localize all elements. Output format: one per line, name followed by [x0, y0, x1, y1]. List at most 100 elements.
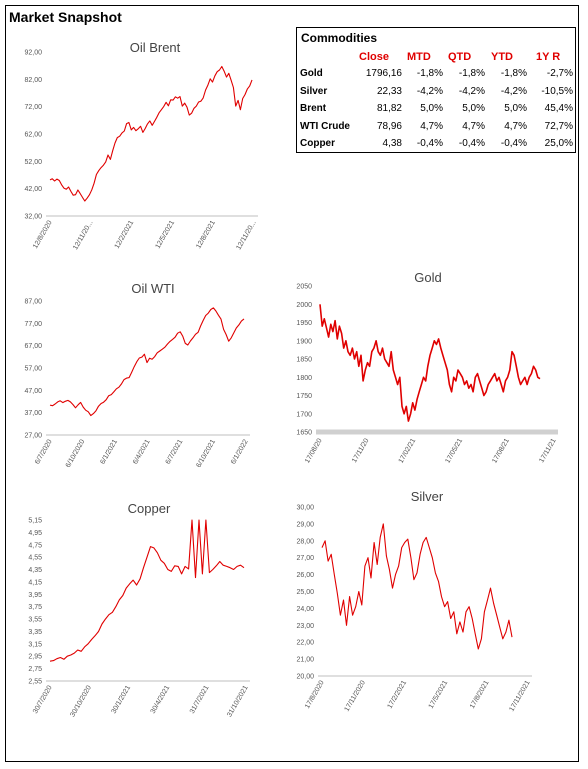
table-title: Commodities — [301, 31, 378, 45]
x-tick-label: 6/4/2021 — [132, 438, 152, 465]
y-tick-label: 3,75 — [28, 604, 42, 611]
y-tick-label: 1850 — [296, 357, 312, 364]
x-tick-label: 17/11/2020 — [344, 679, 367, 712]
y-tick-label: 2,55 — [28, 679, 42, 686]
y-tick-label: 4,95 — [28, 530, 42, 537]
y-tick-label: 2,75 — [28, 666, 42, 673]
table-cell: -1,8% — [500, 68, 527, 79]
header-ytd: YTD — [491, 51, 513, 63]
y-tick-label: 82,00 — [24, 77, 42, 84]
table-cell: 22,33 — [376, 85, 402, 97]
x-tick-label: 31/7/2021 — [189, 684, 211, 715]
table-cell: -0,4% — [500, 138, 527, 149]
y-tick-label: 27,00 — [296, 555, 314, 562]
y-tick-label: 4,55 — [28, 555, 42, 562]
x-tick-label: 30/7/2020 — [32, 684, 54, 715]
table-cell: -4,2% — [416, 85, 443, 97]
table-row-name: WTI Crude — [300, 120, 350, 132]
series-line-gold — [319, 304, 541, 422]
chart-title: Silver — [411, 489, 444, 504]
y-tick-label: 3,95 — [28, 592, 42, 599]
y-tick-label: 26,00 — [296, 572, 314, 579]
x-tick-label: 12/2/2021 — [114, 219, 136, 250]
x-tick-label: 6/7/2020 — [34, 438, 54, 465]
x-tick-label: 12/11/20... — [235, 219, 257, 251]
chart-copper: Copper 2,55 2,75 2,95 3,15 3,35 3,55 3,75 3,95 4,… — [28, 501, 250, 718]
y-tick-label: 72,00 — [24, 104, 42, 111]
y-tick-label: 1750 — [296, 393, 312, 400]
table-cell: -1,8% — [416, 68, 443, 79]
table-row-name: Brent — [300, 103, 327, 114]
chart-oil-brent: Oil Brent 32,00 42,00 52,00 62,00 72,00 82,00 9… — [24, 40, 258, 251]
table-cell: -0,4% — [416, 138, 443, 149]
y-tick-label: 57,00 — [24, 366, 42, 373]
x-tick-label: 6/10/2021 — [195, 438, 217, 469]
commodities-table: Commodities Close MTD QTD YTD 1Y R Gold 1… — [296, 27, 576, 153]
x-tick-label: 17/05/21 — [444, 437, 464, 464]
x-tick-label: 17/2/2021 — [386, 679, 408, 710]
table-cell: 45,4% — [544, 103, 573, 114]
table-cell: 4,7% — [462, 120, 485, 132]
x-tick-label: 17/08/20 — [304, 437, 324, 464]
y-tick-label: 77,00 — [24, 321, 42, 328]
y-tick-label: 1650 — [296, 430, 312, 437]
y-tick-label: 28,00 — [296, 538, 314, 545]
y-tick-label: 1800 — [296, 375, 312, 382]
header-qtd: QTD — [448, 51, 472, 63]
y-tick-label: 37,00 — [24, 410, 42, 417]
series-line-oil-brent — [49, 65, 253, 202]
y-tick-label: 3,15 — [28, 641, 42, 648]
y-tick-label: 30,00 — [296, 505, 314, 512]
table-cell: 4,38 — [382, 138, 402, 149]
table-cell: 4,7% — [420, 120, 443, 132]
x-tick-label: 17/11/2021 — [508, 679, 531, 712]
series-line-oil-wti — [49, 307, 245, 417]
table-cell: 4,7% — [504, 120, 527, 132]
table-cell: -1,8% — [458, 68, 485, 79]
chart-title: Gold — [414, 270, 441, 285]
header-mtd: MTD — [407, 51, 431, 63]
table-cell: 72,7% — [544, 120, 573, 132]
chart-oil-wti: Oil WTI 27,00 37,00 47,00 57,00 67,00 77,00 87,… — [24, 281, 250, 469]
y-tick-label: 22,00 — [296, 640, 314, 647]
table-row-name: Copper — [300, 138, 335, 149]
y-tick-label: 2,95 — [28, 654, 42, 661]
table-cell: 5,0% — [504, 103, 527, 114]
y-tick-label: 4,35 — [28, 567, 42, 574]
x-tick-label: 17/11/21 — [538, 437, 557, 464]
x-tick-label: 6/1/2021 — [99, 438, 119, 465]
x-tick-label: 17/02/21 — [398, 437, 418, 464]
table-cell: -4,2% — [500, 85, 527, 97]
y-tick-label: 21,00 — [296, 657, 314, 664]
page-title: Market Snapshot — [9, 9, 122, 25]
x-tick-label: 17/11/20 — [351, 437, 370, 464]
y-tick-label: 42,00 — [24, 186, 42, 193]
y-tick-label: 2050 — [296, 284, 312, 291]
series-line-copper — [49, 519, 245, 662]
table-cell: -2,7% — [546, 68, 573, 79]
table-cell: -4,2% — [458, 85, 485, 97]
table-cell: 1796,16 — [365, 68, 402, 79]
chart-gold: Gold 1650 1700 1750 1800 1850 1900 1950 2000 2050… — [296, 270, 558, 465]
series-line-silver — [321, 523, 513, 650]
table-cell: 5,0% — [420, 103, 443, 114]
x-tick-label: 12/11/20... — [72, 219, 94, 251]
y-tick-label: 1700 — [296, 411, 312, 418]
x-tick-label: 17/8/2020 — [304, 679, 326, 710]
y-tick-label: 4,15 — [28, 579, 42, 586]
x-tick-label: 6/1/2022 — [230, 438, 250, 465]
y-tick-label: 92,00 — [24, 50, 42, 57]
x-tick-label: 30/1/2021 — [110, 684, 132, 715]
y-tick-label: 2000 — [296, 302, 312, 309]
y-tick-label: 62,00 — [24, 132, 42, 139]
table-cell: 5,0% — [462, 103, 485, 114]
y-tick-label: 20,00 — [296, 674, 314, 681]
y-tick-label: 87,00 — [24, 299, 42, 306]
y-tick-label: 52,00 — [24, 159, 42, 166]
table-cell: -0,4% — [458, 138, 485, 149]
x-tick-label: 6/7/2021 — [165, 438, 185, 465]
table-cell: 78,96 — [376, 120, 402, 132]
y-tick-label: 47,00 — [24, 388, 42, 395]
x-tick-label: 17/5/2021 — [428, 679, 450, 710]
table-cell: 25,0% — [544, 138, 573, 149]
